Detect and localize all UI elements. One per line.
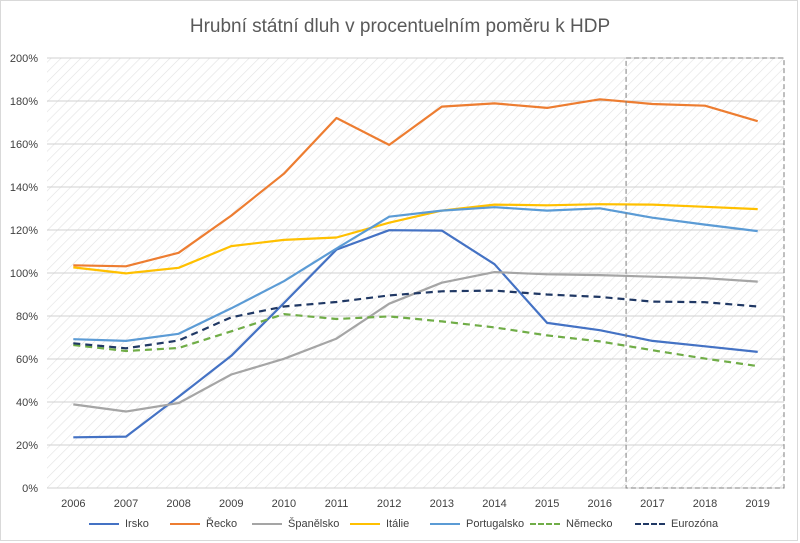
series-line [73, 98, 759, 268]
legend-label: Řecko [206, 518, 238, 530]
x-tick-label: 2009 [219, 498, 243, 510]
x-tick-label: 2006 [61, 498, 85, 510]
legend-swatch [635, 523, 665, 525]
y-tick-label: 40% [16, 397, 38, 409]
x-tick-label: 2008 [166, 498, 190, 510]
chart-title: Hrubní státní dluh v procentuelním poměr… [189, 16, 611, 37]
y-tick-label: 80% [16, 311, 38, 323]
x-tick-label: 2016 [588, 498, 612, 510]
legend-item: Španělsko [252, 514, 339, 534]
legend-label: Portugalsko [466, 518, 525, 530]
y-tick-label: 60% [16, 354, 38, 366]
y-tick-label: 160% [10, 139, 38, 151]
legend-label: Itálie [386, 518, 410, 530]
legend-item: Německo [530, 514, 612, 534]
series-line [73, 203, 758, 275]
legend-label: Irsko [125, 518, 149, 530]
series-line [73, 313, 758, 368]
x-tick-label: 2015 [535, 498, 559, 510]
series-line [73, 229, 758, 439]
legend-item: Eurozóna [635, 514, 718, 534]
y-tick-label: 100% [10, 268, 38, 280]
series-line [73, 289, 758, 350]
forecast-region-box [625, 57, 785, 489]
legend-item: Řecko [170, 514, 237, 534]
x-tick-label: 2010 [272, 498, 296, 510]
y-tick-label: 0% [22, 483, 38, 495]
legend-swatch [89, 523, 119, 525]
legend-swatch [170, 523, 200, 525]
series-line [73, 206, 758, 342]
legend-item: Portugalsko [430, 514, 524, 534]
x-tick-label: 2012 [377, 498, 401, 510]
legend-swatch [430, 523, 460, 525]
legend-item: Itálie [350, 514, 409, 534]
x-tick-label: 2018 [693, 498, 717, 510]
chart-legend: Irsko Řecko Španělsko Itálie Portugalsko Něme… [0, 514, 800, 534]
y-tick-label: 120% [10, 225, 38, 237]
x-tick-label: 2013 [430, 498, 454, 510]
y-tick-label: 200% [10, 53, 38, 65]
legend-item: Irsko [89, 514, 149, 534]
legend-label: Španělsko [288, 518, 340, 530]
x-tick-label: 2019 [745, 498, 769, 510]
x-tick-label: 2011 [325, 498, 349, 510]
y-tick-label: 180% [10, 96, 38, 108]
x-tick-label: 2017 [640, 498, 664, 510]
legend-label: Eurozóna [671, 518, 719, 530]
x-tick-label: 2007 [114, 498, 138, 510]
legend-label: Německo [566, 518, 613, 530]
legend-swatch [252, 523, 282, 525]
legend-swatch [350, 523, 380, 525]
legend-swatch [530, 523, 560, 525]
y-tick-label: 20% [16, 440, 38, 452]
y-tick-label: 140% [10, 182, 38, 194]
x-tick-label: 2014 [482, 498, 506, 510]
